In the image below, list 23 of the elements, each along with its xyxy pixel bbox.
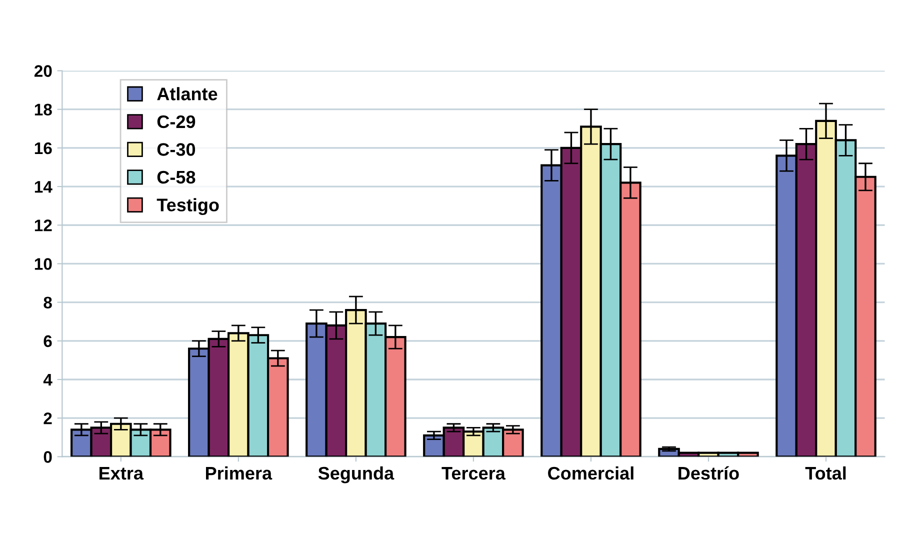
x-tick-label: Segunda <box>318 466 394 484</box>
x-tick-label: Tercera <box>442 467 506 480</box>
y-tick-label: 0 <box>44 451 52 463</box>
x-tick-label: Destrío <box>678 466 739 480</box>
x-tick-label: Comercial <box>548 466 634 480</box>
y-tick-label: 4 <box>43 374 52 386</box>
y-tick-label: 6 <box>44 335 52 348</box>
x-tick-label: Total <box>805 466 846 480</box>
legend-label: C-30 <box>157 143 196 156</box>
legend-label: C-29 <box>157 115 196 128</box>
y-tick-label: 20 <box>34 65 52 77</box>
y-tick-label: 18 <box>34 104 52 116</box>
x-tick-label: Primera <box>206 466 272 480</box>
y-tick-label: 14 <box>34 181 52 193</box>
x-tick-label: Extra <box>100 467 144 480</box>
y-tick-label: 16 <box>34 142 52 154</box>
y-tick-label: 10 <box>34 258 52 270</box>
y-tick-label: 12 <box>34 220 52 232</box>
y-tick-label: 8 <box>44 296 52 309</box>
legend-label: C-58 <box>157 170 196 184</box>
y-tick-label: 2 <box>44 412 52 424</box>
legend-label: Testigo <box>156 198 219 216</box>
legend-label: Atlante <box>157 87 218 100</box>
